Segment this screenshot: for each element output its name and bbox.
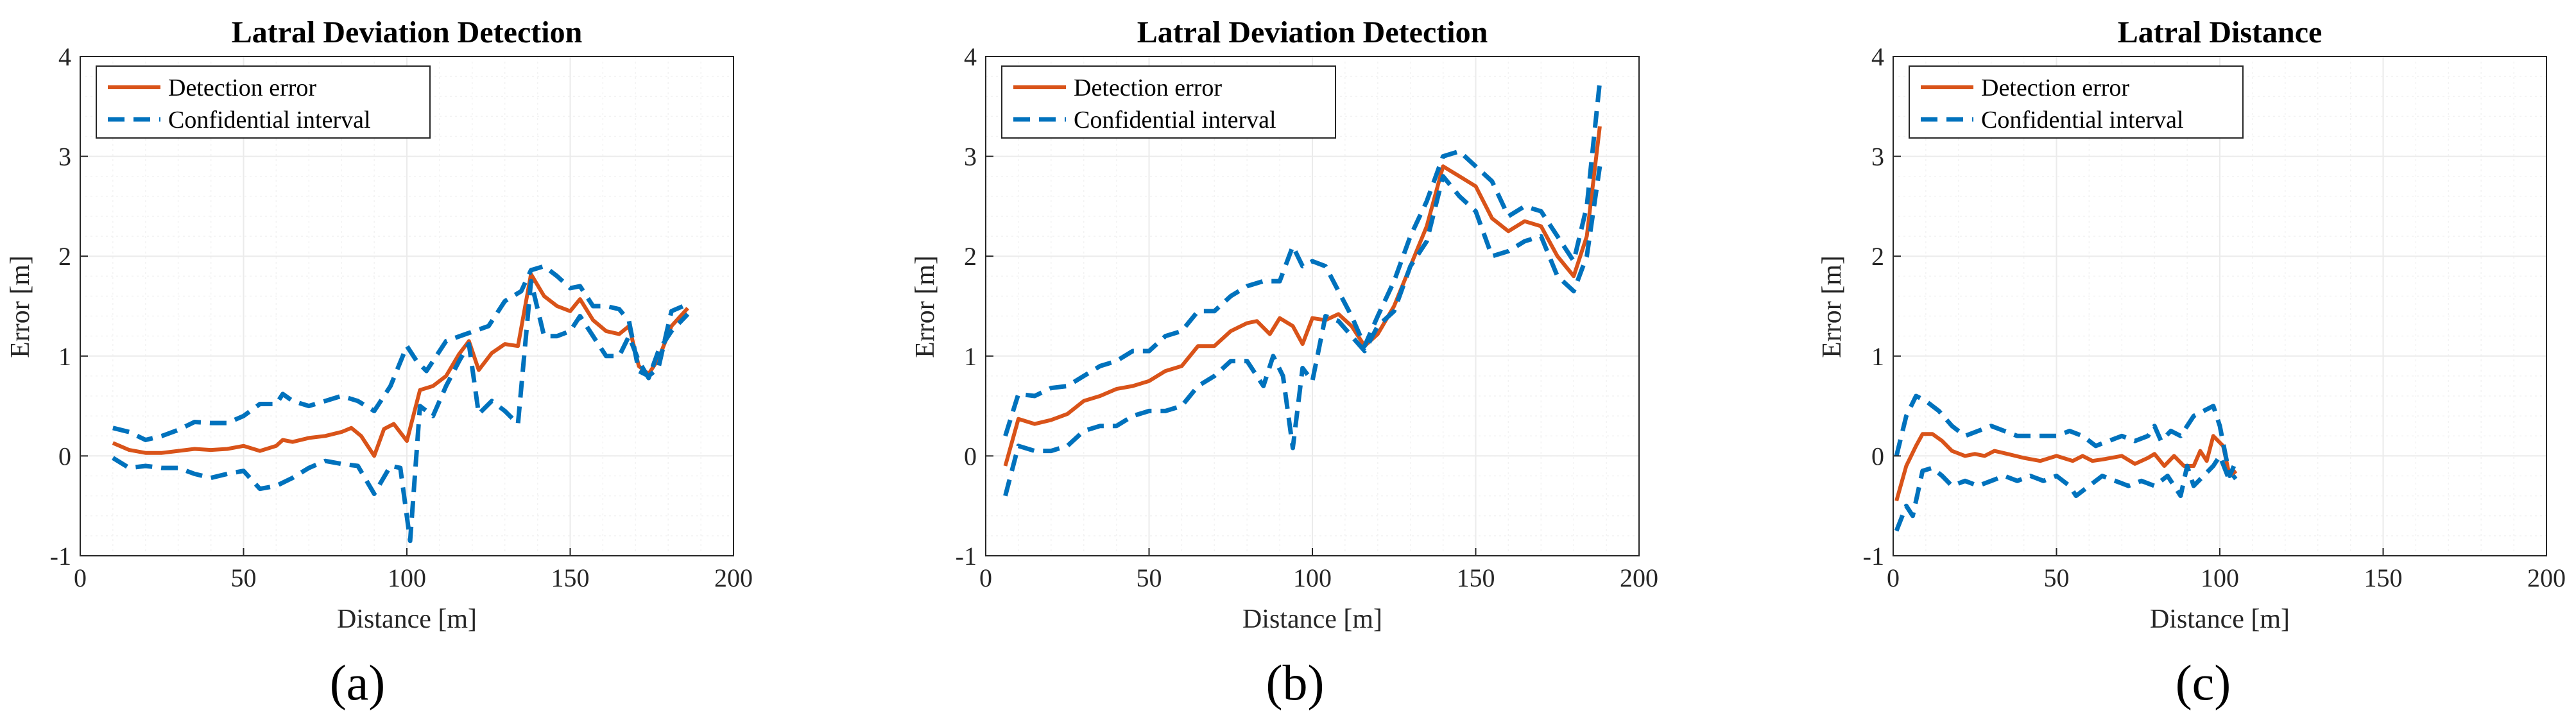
panel-a-xtick-label: 100 [388, 563, 426, 592]
panel-a-ylabel: Error [m] [6, 255, 35, 358]
panel-a-legend-box [96, 65, 431, 139]
panel-b-series-interval-2 [1003, 166, 1602, 497]
panel-b-series-interval-1 [1003, 81, 1602, 437]
panel-c-legend-label-0: Detection error [1981, 74, 2129, 101]
panel-b-title: Latral Deviation Detection [1137, 15, 1488, 49]
panel-b-xtick-label: 100 [1293, 563, 1332, 592]
panel-b-legend-label-1: Confidential interval [1074, 107, 1276, 133]
panel-a-xtick-label: 200 [714, 563, 753, 592]
panel-c-xtick-label: 100 [2201, 563, 2239, 592]
panel-c-xtick-label: 200 [2527, 563, 2566, 592]
panel-a-ytick-label: 0 [58, 442, 71, 470]
panel-b-ytick-label: 3 [964, 142, 977, 171]
panel-b-ytick-label: 1 [964, 342, 977, 371]
panel-a-xlabel: Distance [m] [337, 605, 477, 634]
panel-b-ytick-label: 0 [964, 442, 977, 470]
panel-c-series-interval-2 [1894, 453, 2238, 532]
panel-b-ylabel: Error [m] [911, 255, 940, 358]
panel-c-ytick-label: 1 [1871, 342, 1884, 371]
panel-c-xtick-label: 0 [1887, 563, 1900, 592]
panel-c-ytick-label: 4 [1871, 42, 1884, 71]
panel-b-series-detection-error [1003, 126, 1602, 467]
panel-a-ytick-label: 3 [58, 142, 71, 171]
panel-a-label: (a) [330, 655, 386, 710]
panel-a-ytick-label: 4 [58, 42, 71, 71]
panel-c-xtick-label: 50 [2044, 563, 2070, 592]
panel-a: Latral Deviation Detection 0 50 100 150 200 -… [6, 15, 753, 710]
panel-c-label: (c) [2176, 655, 2231, 710]
panel-a-series-interval-1 [112, 264, 689, 442]
panel-b-xtick-label: 50 [1137, 563, 1162, 592]
panel-b-xtick-label: 0 [979, 563, 992, 592]
panel-c-legend-box [1909, 65, 2244, 139]
panel-b-legend: Detection error Confidential interval [1001, 65, 1336, 139]
panel-c-ytick-label: 0 [1871, 442, 1884, 470]
panel-a-legend: Detection error Confidential interval [96, 65, 431, 139]
panel-b-xtick-label: 200 [1620, 563, 1658, 592]
panel-b-legend-box [1001, 65, 1336, 139]
panel-c-ytick-label: 2 [1871, 242, 1884, 271]
panel-c-xtick-label: 150 [2364, 563, 2403, 592]
panel-b-label: (b) [1266, 655, 1325, 710]
panel-a-series-interval-2 [112, 279, 690, 544]
panel-b-xlabel: Distance [m] [1242, 605, 1382, 634]
panel-c-legend-label-1: Confidential interval [1981, 107, 2184, 133]
panel-b: Latral Deviation Detection 0 50 100 150 200 -… [911, 15, 1658, 710]
panel-c-title: Latral Distance [2118, 15, 2323, 49]
panel-a-xtick-label: 0 [74, 563, 87, 592]
panel-c-series-interval-1 [1894, 393, 2238, 478]
panel-b-ytick-label: 2 [964, 242, 977, 271]
panel-b-ytick-label: -1 [956, 542, 977, 571]
panel-b-legend-label-0: Detection error [1074, 74, 1222, 101]
panel-a-legend-label-0: Detection error [168, 74, 316, 101]
panel-a-ytick-label: -1 [50, 542, 71, 571]
panel-c-ytick-label: 3 [1871, 142, 1884, 171]
panel-a-legend-label-1: Confidential interval [168, 107, 371, 133]
panel-c-ylabel: Error [m] [1817, 255, 1847, 358]
panel-a-xtick-label: 150 [551, 563, 590, 592]
panel-a-title: Latral Deviation Detection [232, 15, 583, 49]
panel-b-ytick-label: 4 [964, 42, 977, 71]
panel-a-ytick-label: 2 [58, 242, 71, 271]
panel-c-legend: Detection error Confidential interval [1909, 65, 2244, 139]
panel-a-ytick-label: 1 [58, 342, 71, 371]
panel-c-series-detection-error [1894, 432, 2238, 502]
panel-c: Latral Distance 0 50 100 150 200-101234Detec… [1817, 15, 2566, 710]
panel-a-series-detection-error [112, 272, 689, 458]
panel-a-xtick-label: 50 [231, 563, 257, 592]
panel-c-xlabel: Distance [m] [2150, 605, 2290, 634]
panel-b-xtick-label: 150 [1457, 563, 1495, 592]
panel-c-ytick-label: -1 [1863, 542, 1884, 571]
